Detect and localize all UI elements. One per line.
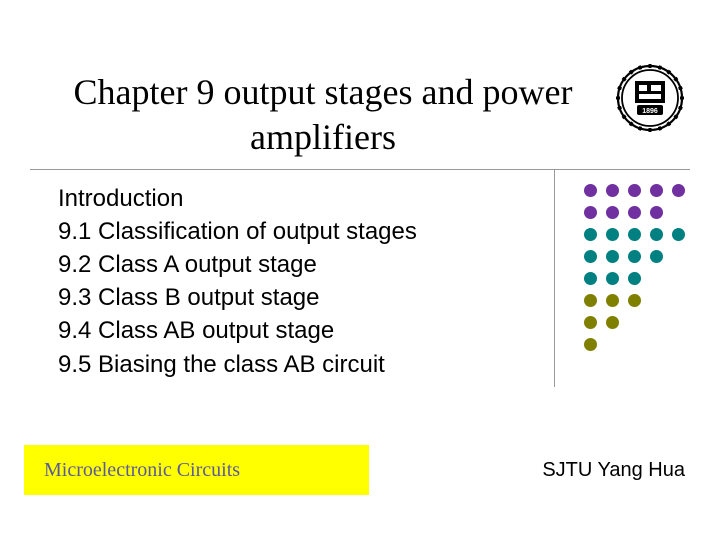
- page-title: Chapter 9 output stages and power amplif…: [48, 70, 598, 160]
- teal-dot: [584, 228, 597, 241]
- institution-logo: 1896: [615, 63, 685, 133]
- teal-dot: [628, 250, 641, 263]
- purple-dot: [628, 206, 641, 219]
- title-area: Chapter 9 output stages and power amplif…: [48, 70, 598, 160]
- teal-dot: [606, 272, 619, 285]
- list-item: 9.2 Class A output stage: [58, 248, 538, 281]
- olive-dot: [584, 338, 597, 351]
- horizontal-divider: [30, 169, 690, 170]
- logo-year: 1896: [642, 108, 658, 115]
- list-item: 9.5 Biasing the class AB circuit: [58, 348, 538, 381]
- olive-dot: [606, 316, 619, 329]
- teal-dot: [606, 228, 619, 241]
- olive-dot: [584, 294, 597, 307]
- content-list: Introduction 9.1 Classification of outpu…: [58, 182, 538, 381]
- list-item: 9.3 Class B output stage: [58, 281, 538, 314]
- decorative-dot-grid: [584, 184, 685, 351]
- purple-dot: [650, 206, 663, 219]
- vertical-divider: [554, 169, 555, 387]
- teal-dot: [628, 272, 641, 285]
- olive-dot: [584, 316, 597, 329]
- teal-dot: [650, 228, 663, 241]
- purple-dot: [628, 184, 641, 197]
- purple-dot: [650, 184, 663, 197]
- teal-dot: [650, 250, 663, 263]
- list-item: Introduction: [58, 182, 538, 215]
- teal-dot: [672, 228, 685, 241]
- purple-dot: [606, 184, 619, 197]
- purple-dot: [672, 184, 685, 197]
- olive-dot: [606, 294, 619, 307]
- purple-dot: [606, 206, 619, 219]
- purple-dot: [584, 184, 597, 197]
- purple-dot: [584, 206, 597, 219]
- footer-left-text: Microelectronic Circuits: [44, 459, 240, 482]
- footer-right-text: SJTU Yang Hua: [542, 459, 685, 482]
- footer-left-bar: Microelectronic Circuits: [24, 445, 369, 495]
- teal-dot: [606, 250, 619, 263]
- teal-dot: [584, 250, 597, 263]
- list-item: 9.4 Class AB output stage: [58, 314, 538, 347]
- teal-dot: [628, 228, 641, 241]
- teal-dot: [584, 272, 597, 285]
- olive-dot: [628, 294, 641, 307]
- list-item: 9.1 Classification of output stages: [58, 215, 538, 248]
